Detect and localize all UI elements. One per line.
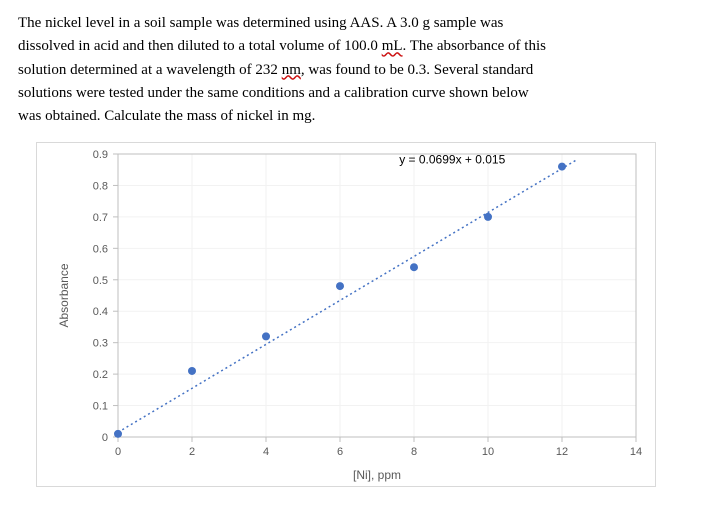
problem-statement: The nickel level in a soil sample was de… (18, 12, 707, 128)
svg-text:6: 6 (337, 446, 343, 458)
svg-text:12: 12 (556, 446, 568, 458)
svg-text:14: 14 (630, 446, 642, 458)
text: was obtained. Calculate the mass of nick… (18, 108, 315, 124)
calibration-chart: 0 2 4 6 8 10 12 14 0 0.1 0.2 0.3 0.4 0.5 0.6 0.7 0.8 0.9 [… (36, 142, 656, 487)
svg-text:0: 0 (102, 432, 108, 444)
svg-text:y = 0.0699x + 0.015: y = 0.0699x + 0.015 (399, 153, 505, 167)
svg-text:0.3: 0.3 (93, 338, 108, 350)
svg-text:0.2: 0.2 (93, 369, 108, 381)
svg-text:0.6: 0.6 (93, 244, 108, 256)
unit-nm: nm (282, 62, 301, 78)
text: solution determined at a wavelength of 2… (18, 62, 282, 78)
svg-text:0.8: 0.8 (93, 181, 108, 193)
svg-text:0: 0 (115, 446, 121, 458)
text: . The absorbance of this (403, 38, 546, 54)
svg-text:10: 10 (482, 446, 494, 458)
svg-text:0.1: 0.1 (93, 401, 108, 413)
unit-mL: mL (382, 38, 403, 54)
svg-text:0.4: 0.4 (93, 306, 108, 318)
svg-text:0.5: 0.5 (93, 275, 108, 287)
svg-text:4: 4 (263, 446, 269, 458)
text: dissolved in acid and then diluted to a … (18, 38, 382, 54)
svg-text:0.7: 0.7 (93, 212, 108, 224)
svg-text:Absorbance: Absorbance (57, 263, 71, 327)
svg-text:0.9: 0.9 (93, 149, 108, 161)
text: , was found to be 0.3. Several standard (301, 62, 533, 78)
svg-text:[Ni], ppm: [Ni], ppm (353, 468, 401, 482)
text: solutions were tested under the same con… (18, 85, 529, 101)
svg-text:8: 8 (411, 446, 417, 458)
svg-text:2: 2 (189, 446, 195, 458)
text: The nickel level in a soil sample was de… (18, 15, 503, 31)
